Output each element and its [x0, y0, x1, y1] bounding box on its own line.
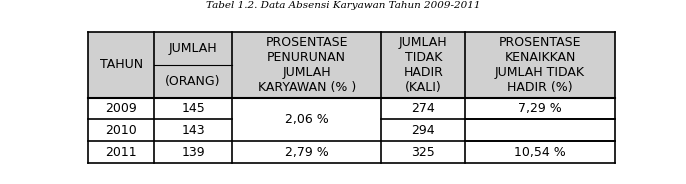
Text: (ORANG): (ORANG) [165, 75, 221, 88]
Text: JUMLAH
TIDAK
HADIR
(KALI): JUMLAH TIDAK HADIR (KALI) [399, 36, 448, 94]
Bar [232, 32, 381, 98]
Text: 2,79 %: 2,79 % [285, 146, 329, 159]
Bar [465, 32, 615, 98]
Text: PROSENTASE
PENURUNAN
JUMLAH
KARYAWAN (% ): PROSENTASE PENURUNAN JUMLAH KARYAWAN (% … [257, 36, 356, 94]
Text: Tabel 1.2. Data Absensi Karyawan Tahun 2009-2011: Tabel 1.2. Data Absensi Karyawan Tahun 2… [206, 1, 480, 10]
Text: 10,54 %: 10,54 % [514, 146, 566, 159]
Text: JUMLAH: JUMLAH [169, 42, 217, 55]
Text: 2009: 2009 [106, 102, 137, 115]
Text: 294: 294 [412, 124, 435, 137]
Text: PROSENTASE
KENAIKKAN
JUMLAH TIDAK
HADIR (%): PROSENTASE KENAIKKAN JUMLAH TIDAK HADIR … [495, 36, 585, 94]
Bar [154, 32, 232, 98]
Text: 274: 274 [412, 102, 435, 115]
Text: 325: 325 [412, 146, 435, 159]
Text: 2011: 2011 [106, 146, 137, 159]
Text: 139: 139 [181, 146, 205, 159]
Bar [88, 32, 154, 98]
Text: 2010: 2010 [106, 124, 137, 137]
Text: TAHUN: TAHUN [99, 58, 143, 71]
Text: 7,29 %: 7,29 % [518, 102, 562, 115]
Bar [381, 32, 465, 98]
Text: 2,06 %: 2,06 % [285, 113, 329, 126]
Bar [88, 98, 615, 163]
Text: 145: 145 [181, 102, 205, 115]
Text: 143: 143 [181, 124, 205, 137]
